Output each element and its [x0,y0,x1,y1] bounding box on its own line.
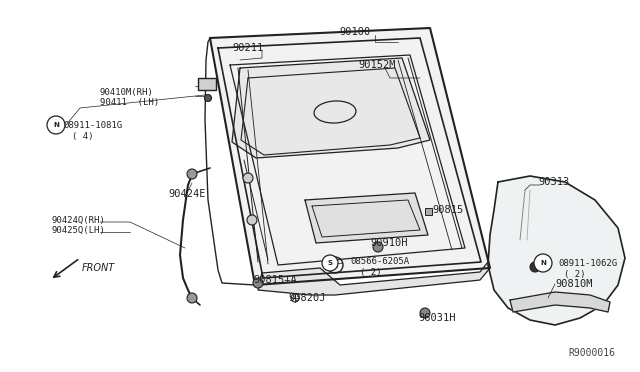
Text: 90100: 90100 [339,27,371,37]
Text: 08566-6205A: 08566-6205A [350,257,409,266]
Circle shape [205,94,211,102]
Circle shape [373,242,383,252]
Bar [198,78,216,90]
Circle shape [253,278,263,288]
Polygon shape [232,58,430,158]
Text: 90820J: 90820J [288,293,326,303]
Text: 90910H: 90910H [370,238,408,248]
Polygon shape [510,292,610,312]
Text: R9000016: R9000016 [568,348,615,358]
Text: N: N [53,122,59,128]
Text: 90410M(RH): 90410M(RH) [100,89,154,97]
Text: 08911-1081G: 08911-1081G [63,121,122,129]
Circle shape [247,215,257,225]
Circle shape [187,169,197,179]
Text: ( 2): ( 2) [360,269,381,278]
Text: 90411  (LH): 90411 (LH) [100,99,159,108]
Text: FRONT: FRONT [82,263,115,273]
Polygon shape [210,28,490,285]
Text: 08911-1062G: 08911-1062G [558,259,617,267]
Bar [425,208,432,215]
Polygon shape [258,262,490,295]
Circle shape [47,116,65,134]
Text: S: S [332,260,338,269]
Polygon shape [305,193,428,243]
Text: 90815+A: 90815+A [253,275,297,285]
Circle shape [534,254,552,272]
Circle shape [243,173,253,183]
Circle shape [322,255,338,271]
Text: 90211: 90211 [232,43,264,53]
Text: 90152M: 90152M [358,60,396,70]
Text: 90424Q(RH): 90424Q(RH) [52,215,106,224]
Text: 90815: 90815 [432,205,463,215]
Text: 96031H: 96031H [418,313,456,323]
Text: N: N [540,260,546,266]
Text: 90810M: 90810M [555,279,593,289]
Text: ( 2): ( 2) [564,269,586,279]
Circle shape [420,308,430,318]
Circle shape [530,262,540,272]
Text: S: S [328,260,333,266]
Text: 90424E: 90424E [168,189,205,199]
Polygon shape [488,176,625,325]
Text: 90313: 90313 [538,177,569,187]
Circle shape [187,293,197,303]
Text: 90425Q(LH): 90425Q(LH) [52,225,106,234]
Text: ( 4): ( 4) [72,131,93,141]
